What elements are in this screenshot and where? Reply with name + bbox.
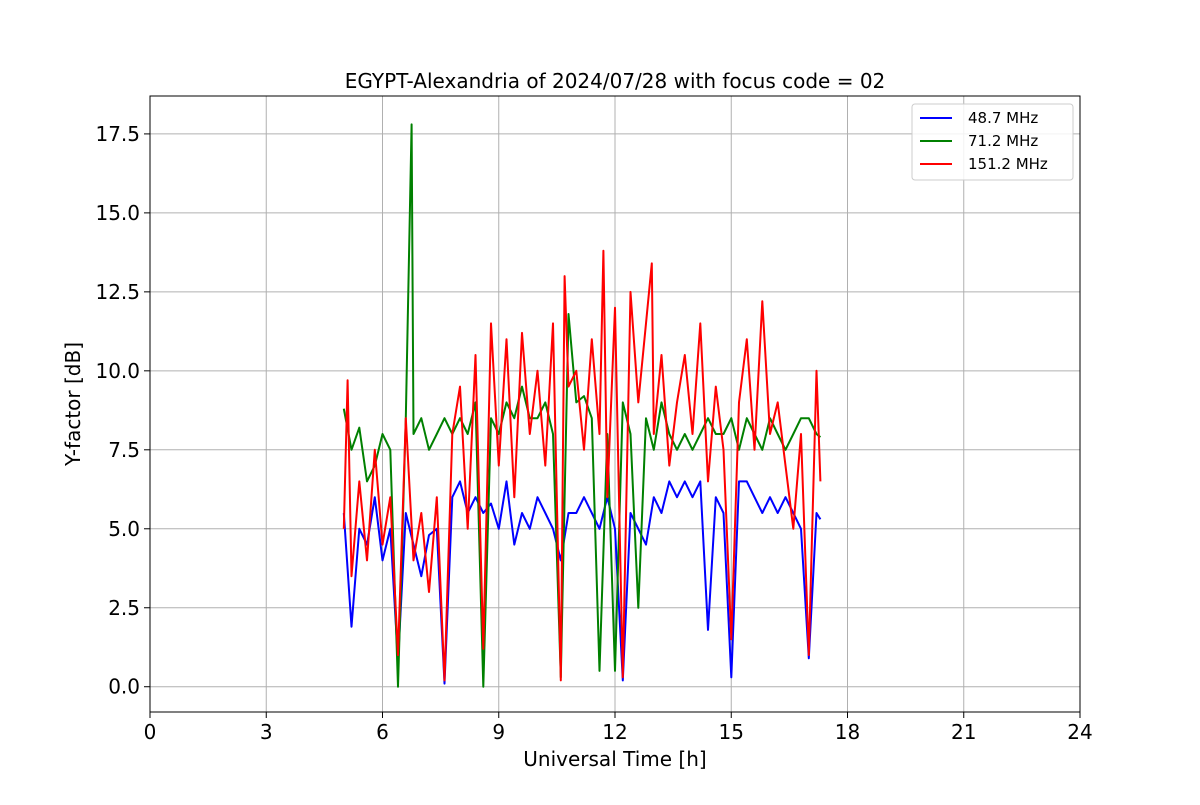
y-tick-label: 5.0 xyxy=(108,517,140,541)
y-tick-label: 2.5 xyxy=(108,596,140,620)
y-tick-label: 17.5 xyxy=(95,122,140,146)
legend-label: 151.2 MHz xyxy=(968,155,1048,173)
x-tick-label: 9 xyxy=(492,720,505,744)
y-tick-label: 10.0 xyxy=(95,359,140,383)
x-axis-label: Universal Time [h] xyxy=(523,747,706,771)
legend-box xyxy=(911,103,1074,181)
series-line-1 xyxy=(342,123,822,688)
axis-ticks: 0 3 6 9 12 15 18 21 24 0.0 2.5 5.0 7.5 10.0 12.5 15.0 17… xyxy=(95,122,1092,744)
legend-label: 71.2 MHz xyxy=(968,132,1038,150)
series-line-2 xyxy=(342,249,822,682)
x-tick-label: 24 xyxy=(1067,720,1092,744)
series-line-0 xyxy=(342,480,822,685)
y-tick-label: 12.5 xyxy=(95,280,140,304)
y-axis-label: Y-factor [dB] xyxy=(61,342,85,467)
x-tick-label: 21 xyxy=(951,720,976,744)
x-tick-label: 18 xyxy=(835,720,860,744)
x-tick-label: 12 xyxy=(602,720,627,744)
x-tick-label: 15 xyxy=(719,720,744,744)
legend: 48.7 MHz 71.2 MHz 151.2 MHz xyxy=(911,103,1074,181)
chart-title: EGYPT-Alexandria of 2024/07/28 with focu… xyxy=(345,69,886,93)
plot-series xyxy=(342,123,822,688)
x-tick-label: 3 xyxy=(260,720,273,744)
y-tick-label: 7.5 xyxy=(108,438,140,462)
y-tick-label: 15.0 xyxy=(95,201,140,225)
y-tick-label: 0.0 xyxy=(108,675,140,699)
x-tick-label: 0 xyxy=(144,720,157,744)
x-tick-label: 6 xyxy=(376,720,389,744)
legend-label: 48.7 MHz xyxy=(968,109,1038,127)
